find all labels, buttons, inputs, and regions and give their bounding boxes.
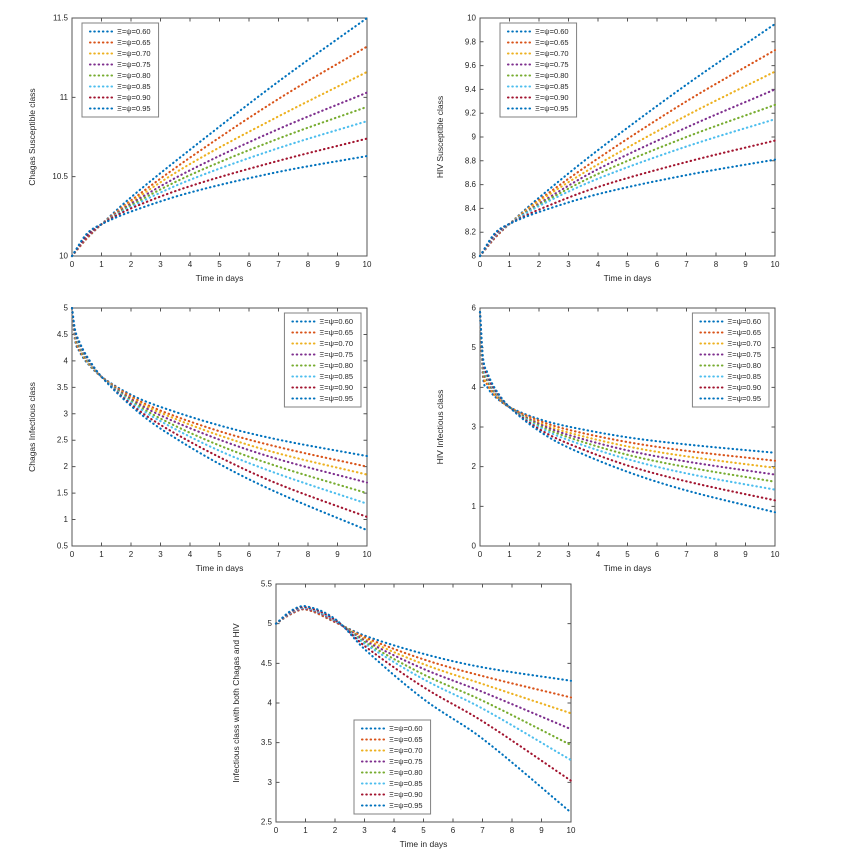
infectious-both-plot xyxy=(228,572,578,860)
hiv-susceptible-plot xyxy=(432,6,782,294)
chart-chagas-susceptible xyxy=(24,6,374,294)
chart-chagas-infectious xyxy=(24,296,374,584)
chart-infectious-both xyxy=(228,572,578,860)
hiv-infectious-plot xyxy=(432,296,782,584)
chagas-infectious-plot xyxy=(24,296,374,584)
chart-hiv-susceptible xyxy=(432,6,782,294)
chart-hiv-infectious xyxy=(432,296,782,584)
chagas-susceptible-plot xyxy=(24,6,374,294)
